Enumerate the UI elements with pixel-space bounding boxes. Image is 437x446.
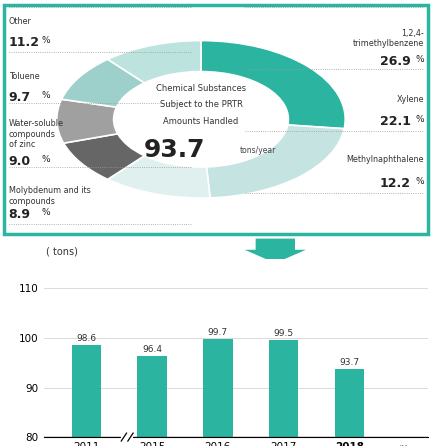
FancyArrow shape (245, 239, 306, 263)
Text: Subject to the PRTR: Subject to the PRTR (160, 100, 243, 109)
Text: %: % (415, 177, 424, 186)
Wedge shape (108, 156, 210, 198)
Wedge shape (207, 125, 344, 198)
Wedge shape (201, 41, 345, 129)
Text: 96.4: 96.4 (142, 345, 162, 354)
Wedge shape (62, 59, 145, 107)
Text: %: % (415, 55, 424, 64)
Wedge shape (108, 41, 201, 83)
Text: Toluene: Toluene (9, 71, 39, 81)
Text: tons/year: tons/year (239, 146, 276, 155)
Text: Water-soluble
compounds
of zinc: Water-soluble compounds of zinc (9, 120, 64, 149)
Text: 93.7: 93.7 (339, 358, 360, 367)
Text: Molybdenum and its
compounds: Molybdenum and its compounds (9, 186, 90, 206)
Text: %: % (42, 36, 50, 45)
Text: 99.7: 99.7 (208, 328, 228, 338)
Text: %: % (415, 115, 424, 124)
FancyBboxPatch shape (4, 5, 428, 234)
Bar (137, 356, 167, 446)
Bar (335, 369, 364, 446)
Text: 98.6: 98.6 (76, 334, 97, 343)
Text: 12.2: 12.2 (380, 177, 411, 190)
Text: 99.5: 99.5 (274, 330, 294, 339)
Text: %: % (42, 91, 50, 99)
Text: Other: Other (9, 17, 31, 26)
Bar (203, 339, 232, 446)
Text: 93.7: 93.7 (144, 138, 205, 162)
Text: 26.9: 26.9 (380, 55, 411, 68)
Text: 11.2: 11.2 (9, 36, 40, 49)
Bar (269, 340, 298, 446)
Wedge shape (64, 134, 145, 179)
Text: Amounts Handled: Amounts Handled (163, 117, 239, 126)
Text: Chemical Substances: Chemical Substances (156, 84, 246, 93)
Text: 22.1: 22.1 (380, 115, 411, 128)
Text: 9.0: 9.0 (9, 155, 31, 168)
Wedge shape (57, 99, 118, 143)
Text: 8.9: 8.9 (9, 207, 31, 221)
Text: %: % (42, 155, 50, 164)
Text: ( tons): ( tons) (46, 246, 77, 256)
Text: Xylene: Xylene (396, 95, 424, 104)
Bar (72, 345, 101, 446)
Text: 1,2,4-
trimethylbenzene: 1,2,4- trimethylbenzene (353, 29, 424, 48)
Text: (Years ended/
ending March 31): (Years ended/ ending March 31) (399, 445, 437, 446)
Text: 9.7: 9.7 (9, 91, 31, 103)
Text: Methylnaphthalene: Methylnaphthalene (347, 155, 424, 164)
Text: %: % (42, 207, 50, 217)
